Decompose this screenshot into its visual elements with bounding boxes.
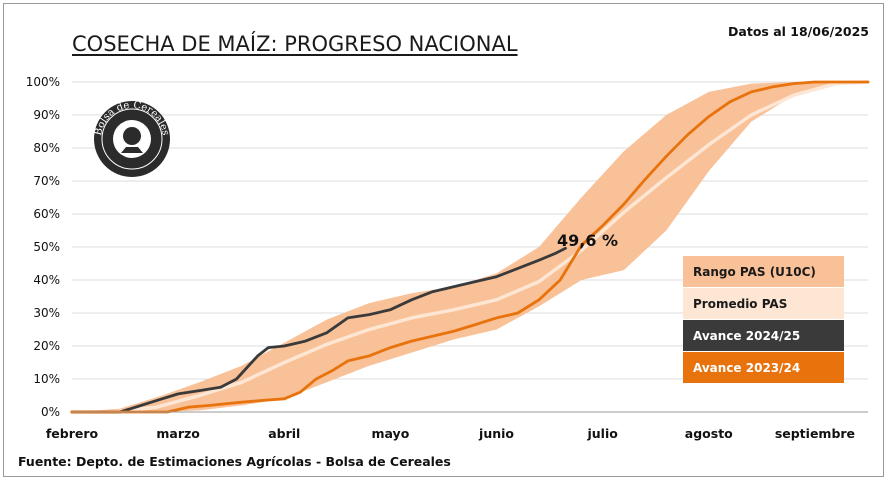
y-tick-label: 100% <box>26 75 60 89</box>
y-tick-label: 80% <box>33 141 60 155</box>
legend-item-rango-pas: Rango PAS (U10C) <box>683 256 844 287</box>
y-tick-label: 40% <box>33 273 60 287</box>
x-tick-label: junio <box>478 426 514 441</box>
legend-item-promedio-pas: Promedio PAS <box>683 288 844 319</box>
legend-swatch <box>683 352 844 383</box>
x-tick-label: abril <box>268 426 300 441</box>
y-tick-label: 30% <box>33 306 60 320</box>
legend-label: Rango PAS (U10C) <box>693 265 816 279</box>
x-tick-label: marzo <box>156 426 200 441</box>
x-tick-label: agosto <box>685 426 733 441</box>
legend-swatch <box>683 256 844 287</box>
legend-item-avance-2023-24: Avance 2023/24 <box>683 352 844 383</box>
legend-swatch <box>683 288 844 319</box>
legend-swatch <box>683 320 844 351</box>
series-line-avance-2023-24 <box>70 80 870 414</box>
x-tick-label: mayo <box>371 426 409 441</box>
legend-label: Avance 2023/24 <box>693 361 800 375</box>
legend-label: Promedio PAS <box>693 297 787 311</box>
range-band-layer <box>72 82 868 412</box>
series-line-promedio-pas <box>70 80 870 414</box>
y-tick-label: 10% <box>33 372 60 386</box>
y-tick-label: 60% <box>33 207 60 221</box>
axis-layer: 0% 10% 20% 30% 40% 50% 60% 70% 80% 90% 100% febrero… <box>26 75 868 441</box>
source-note: Fuente: Depto. de Estimaciones Agrícolas… <box>18 454 451 469</box>
chart-title: COSECHA DE MAÍZ: PROGRESO NACIONAL <box>72 32 518 56</box>
legend-item-avance-2024-25: Avance 2024/25 <box>683 320 844 351</box>
y-tick-label: 70% <box>33 174 60 188</box>
x-tick-label: febrero <box>46 426 99 441</box>
bolsa-de-cereales-logo: Bolsa de Cereales <box>93 100 171 177</box>
y-tick-label: 20% <box>33 339 60 353</box>
x-tick-label: septiembre <box>775 426 855 441</box>
x-tick-label: julio <box>586 426 618 441</box>
y-tick-label: 90% <box>33 108 60 122</box>
y-tick-label: 50% <box>33 240 60 254</box>
current-value-annotation: 49,6 % <box>557 231 618 250</box>
series-line-avance-2024-25 <box>70 246 567 414</box>
legend: Rango PAS (U10C) Promedio PAS Avance 2024/… <box>683 256 844 383</box>
legend-label: Avance 2024/25 <box>693 329 800 343</box>
series-layer <box>70 80 870 414</box>
date-note: Datos al 18/06/2025 <box>728 24 869 39</box>
y-tick-label: 0% <box>41 405 60 419</box>
range-band-area <box>72 82 868 412</box>
